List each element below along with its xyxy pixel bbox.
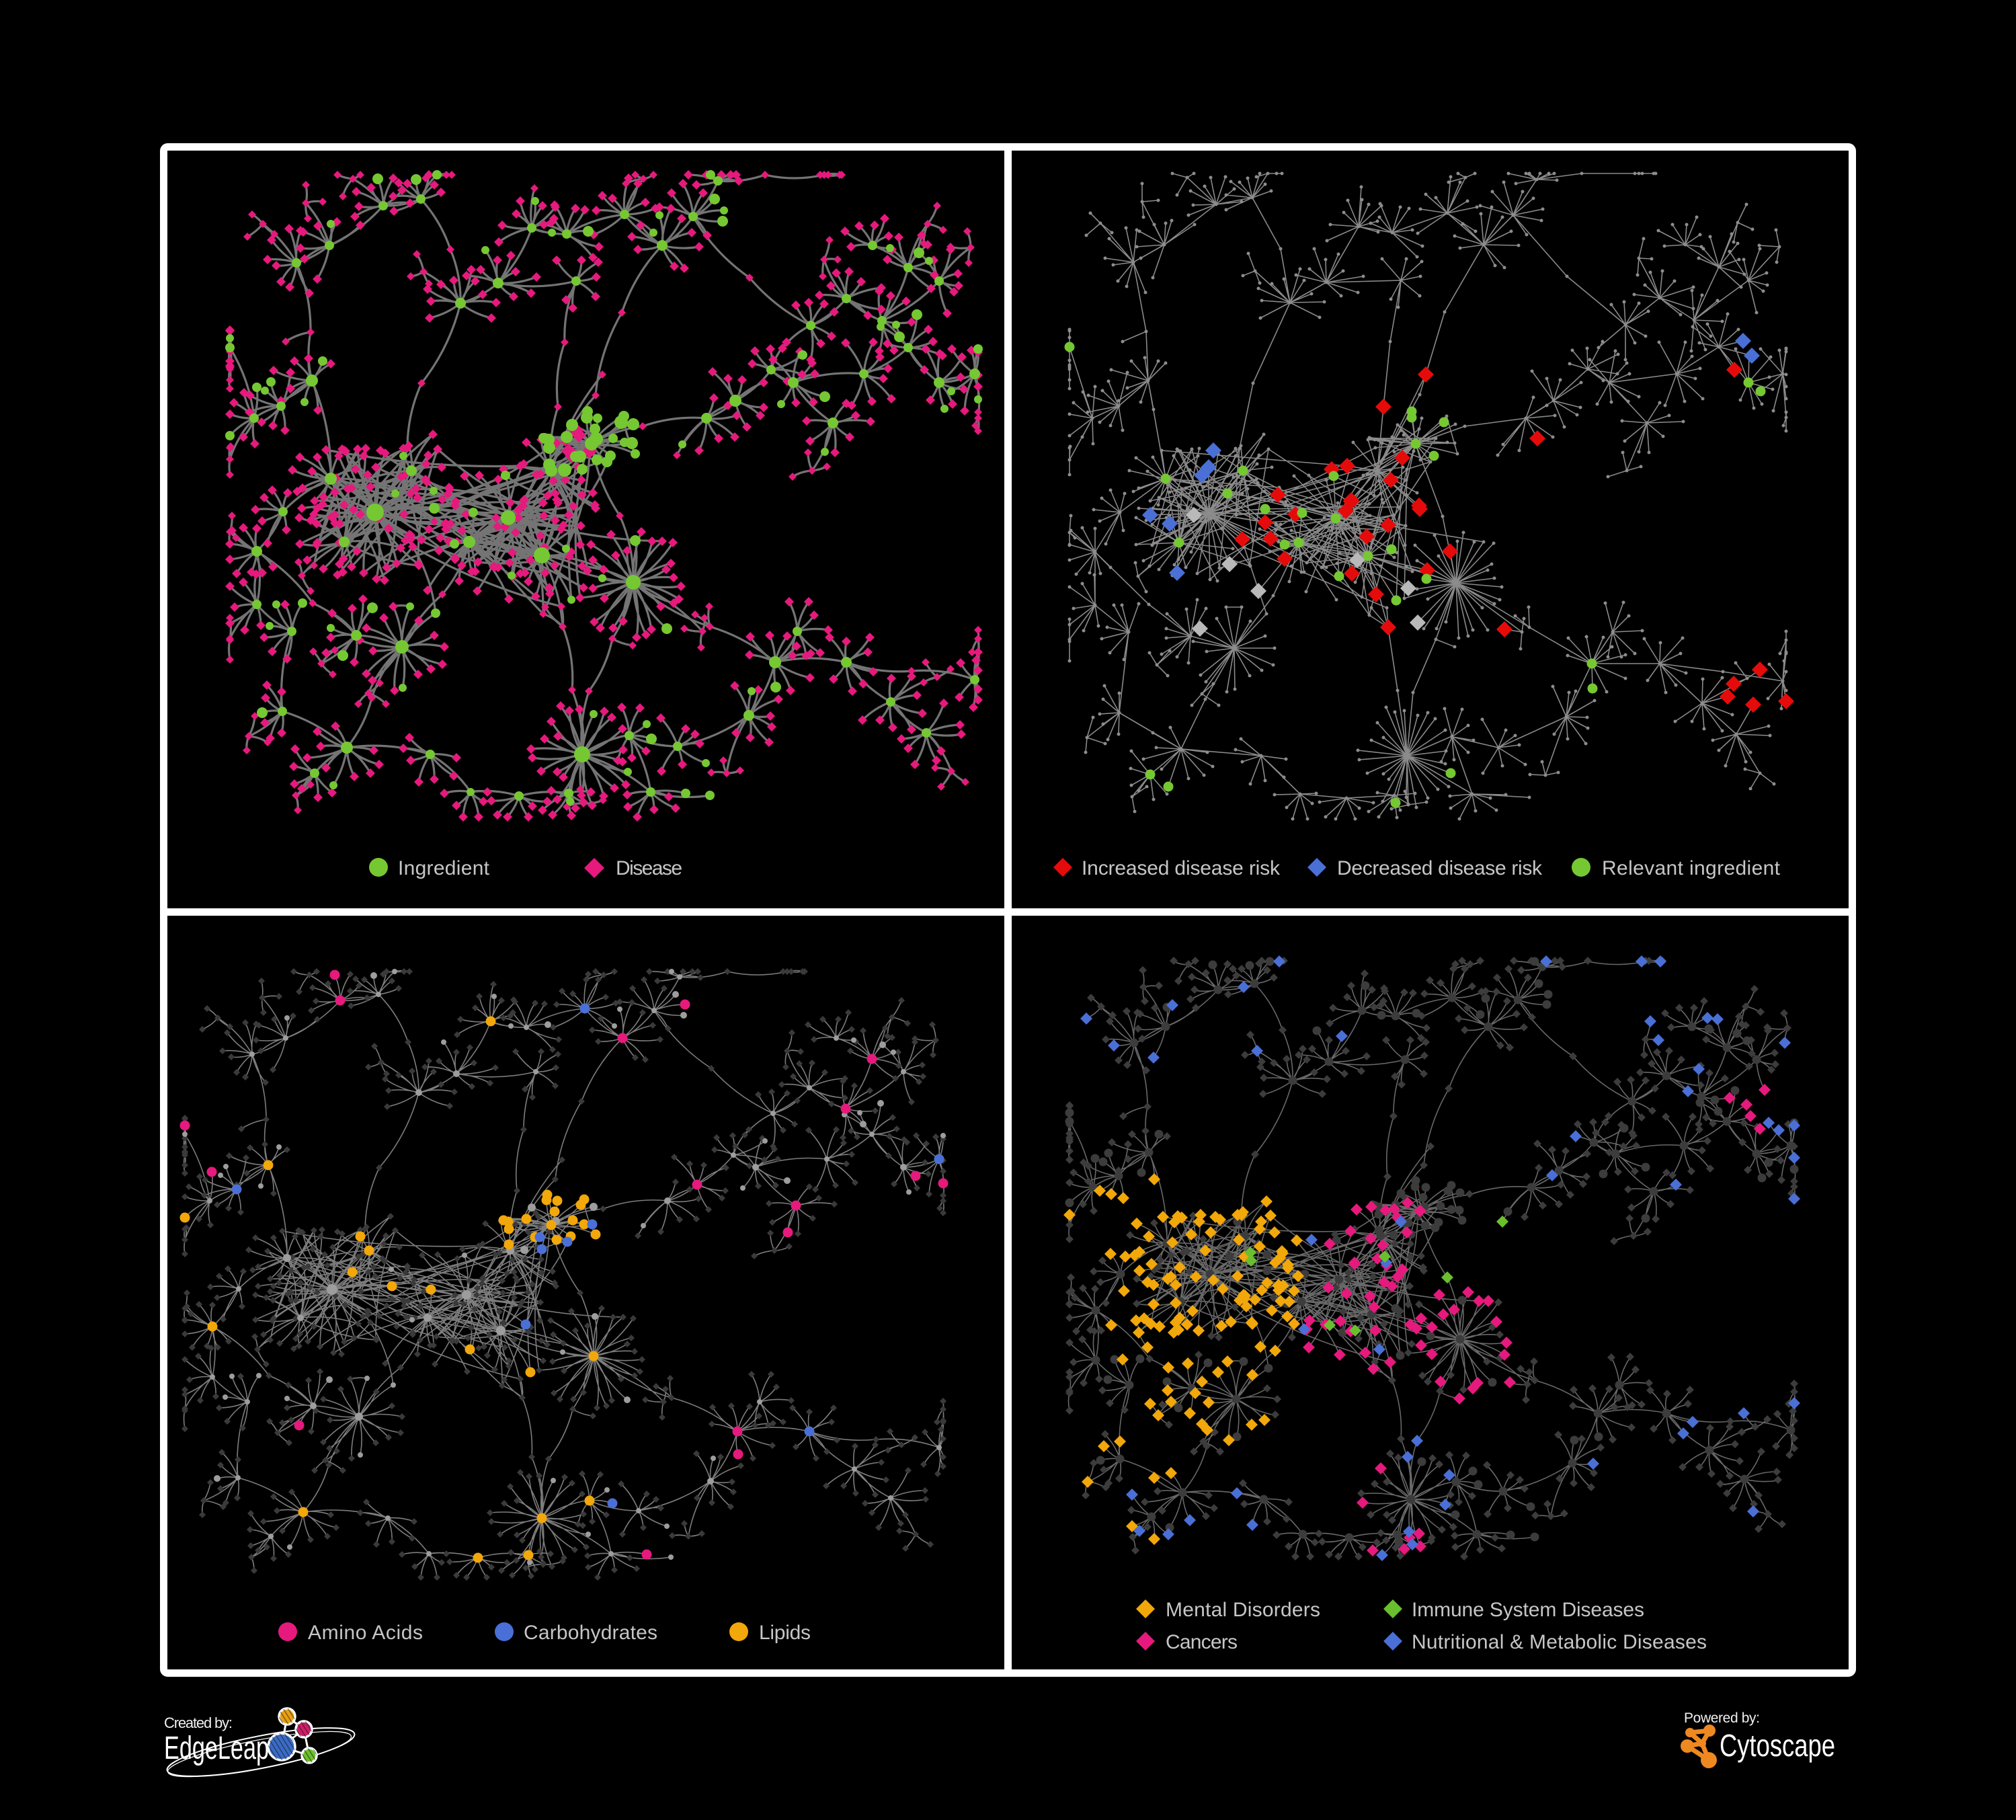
svg-text:Disease: Disease — [616, 857, 682, 879]
svg-text:EdgeLeap: EdgeLeap — [164, 1731, 269, 1766]
svg-text:Mental Disorders: Mental Disorders — [1166, 1599, 1320, 1621]
svg-text:Carbohydrates: Carbohydrates — [524, 1622, 657, 1644]
svg-text:Cancers: Cancers — [1166, 1631, 1238, 1653]
svg-text:Nutritional & Metabolic Diseas: Nutritional & Metabolic Diseases — [1412, 1631, 1707, 1653]
svg-text:Powered by:: Powered by: — [1684, 1710, 1760, 1726]
svg-text:Cytoscape: Cytoscape — [1720, 1728, 1835, 1763]
svg-text:Relevant ingredient: Relevant ingredient — [1602, 857, 1781, 879]
svg-text:Immune System Diseases: Immune System Diseases — [1412, 1599, 1644, 1621]
svg-text:Increased disease risk: Increased disease risk — [1082, 857, 1281, 879]
svg-text:Lipids: Lipids — [759, 1622, 811, 1644]
svg-text:Decreased disease risk: Decreased disease risk — [1337, 857, 1543, 879]
svg-text:Amino Acids: Amino Acids — [308, 1622, 423, 1644]
svg-text:Created by:: Created by: — [164, 1714, 233, 1731]
svg-text:Ingredient: Ingredient — [398, 857, 490, 879]
